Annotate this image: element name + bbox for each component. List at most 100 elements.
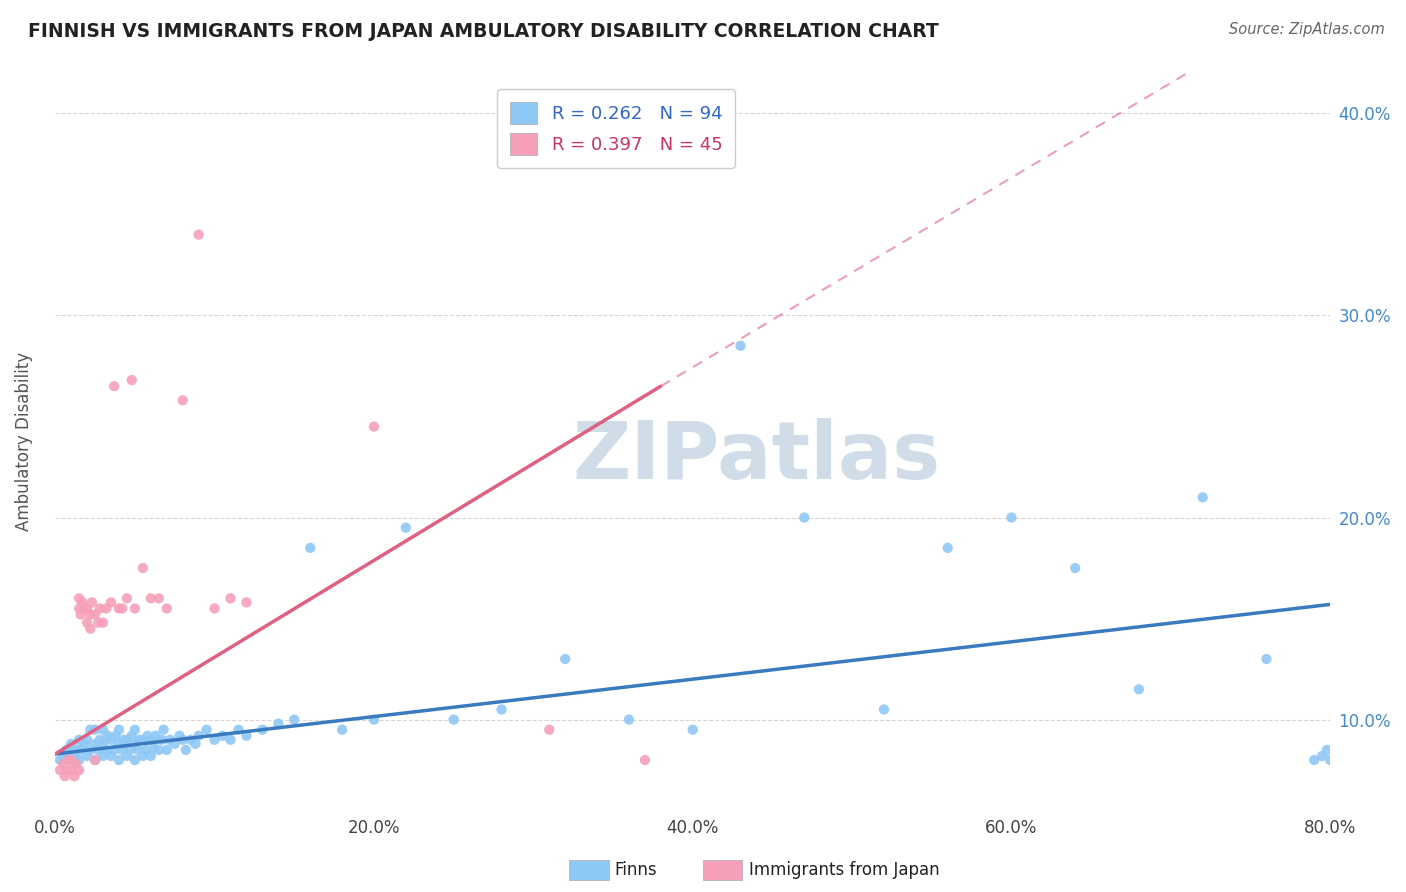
Point: [91, 737, 114, 751]
Point: [159, 732, 181, 747]
Point: [1310, 748, 1333, 763]
Point: [120, 743, 142, 757]
Point: [60, 763, 83, 777]
Point: [124, 737, 146, 751]
Point: [180, 732, 202, 747]
Point: [73, 737, 96, 751]
Point: [121, 729, 143, 743]
Point: [135, 743, 157, 757]
Text: Finns: Finns: [614, 861, 657, 879]
Point: [235, 729, 257, 743]
Point: [103, 379, 125, 393]
Point: [96, 601, 118, 615]
Point: [79, 607, 101, 622]
Point: [730, 339, 752, 353]
Point: [63, 769, 86, 783]
Point: [80, 595, 103, 609]
Point: [100, 732, 122, 747]
Point: [219, 591, 242, 606]
Point: [139, 748, 162, 763]
Point: [124, 753, 146, 767]
Point: [69, 743, 91, 757]
Point: [97, 729, 120, 743]
Point: [115, 591, 138, 606]
Point: [132, 561, 155, 575]
Point: [187, 729, 209, 743]
Point: [124, 723, 146, 737]
Point: [67, 732, 90, 747]
Point: [60, 753, 83, 767]
Point: [89, 601, 111, 615]
Point: [172, 732, 194, 747]
Point: [52, 757, 75, 772]
Point: [60, 737, 83, 751]
Point: [89, 732, 111, 747]
Point: [195, 723, 218, 737]
Point: [115, 732, 138, 747]
Point: [228, 723, 250, 737]
Point: [53, 769, 76, 783]
Point: [1319, 753, 1341, 767]
Point: [52, 748, 75, 763]
Point: [443, 713, 465, 727]
Point: [150, 732, 173, 747]
Point: [491, 702, 513, 716]
Point: [156, 601, 179, 615]
Point: [84, 607, 107, 622]
Point: [235, 595, 257, 609]
Point: [554, 652, 576, 666]
Y-axis label: Ambulatory Disability: Ambulatory Disability: [15, 352, 32, 532]
Point: [91, 748, 114, 763]
Point: [56, 748, 79, 763]
Point: [104, 729, 127, 743]
Point: [139, 732, 162, 747]
Point: [108, 737, 131, 751]
Point: [283, 713, 305, 727]
Point: [76, 748, 98, 763]
Point: [79, 743, 101, 757]
Point: [128, 732, 150, 747]
Point: [69, 607, 91, 622]
Point: [121, 373, 143, 387]
Point: [91, 723, 114, 737]
Point: [55, 743, 77, 757]
Point: [79, 622, 101, 636]
Point: [187, 227, 209, 242]
Point: [111, 743, 134, 757]
Point: [682, 723, 704, 737]
Point: [204, 601, 226, 615]
Point: [55, 763, 77, 777]
Text: ZIPatlas: ZIPatlas: [572, 417, 941, 495]
Point: [67, 763, 90, 777]
Point: [363, 713, 385, 727]
Point: [84, 753, 107, 767]
Point: [363, 419, 385, 434]
Point: [148, 591, 170, 606]
Point: [252, 723, 274, 737]
Point: [124, 601, 146, 615]
Point: [172, 393, 194, 408]
Point: [299, 541, 322, 555]
Point: [634, 753, 657, 767]
Point: [793, 510, 815, 524]
Point: [127, 743, 149, 757]
Point: [79, 723, 101, 737]
Point: [184, 737, 207, 751]
Point: [100, 595, 122, 609]
Point: [87, 615, 110, 630]
Point: [145, 729, 167, 743]
Point: [49, 753, 72, 767]
Point: [617, 713, 640, 727]
Point: [108, 753, 131, 767]
Legend: R = 0.262   N = 94, R = 0.397   N = 45: R = 0.262 N = 94, R = 0.397 N = 45: [498, 89, 735, 168]
Point: [174, 743, 197, 757]
Point: [84, 753, 107, 767]
Point: [156, 743, 179, 757]
Point: [100, 748, 122, 763]
Point: [152, 723, 174, 737]
Point: [63, 748, 86, 763]
Point: [103, 743, 125, 757]
Point: [538, 723, 561, 737]
Point: [139, 591, 162, 606]
Point: [395, 521, 418, 535]
